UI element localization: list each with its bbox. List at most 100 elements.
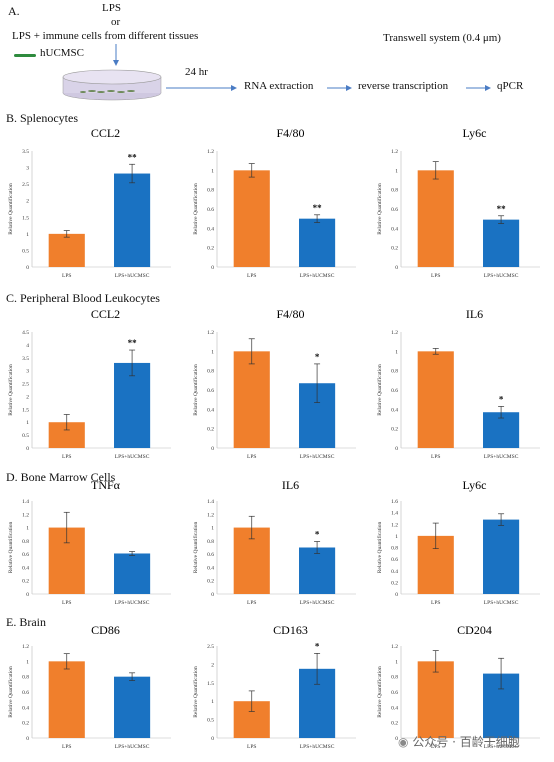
chart-0-sig-treated: ** [128,152,138,162]
chart-5-bar-lps [417,351,454,448]
chart-8-bar-treated [483,519,520,594]
chart-10-xtick-lps: LPS [247,744,256,750]
chart-3-ytick-6: 3 [26,369,29,375]
chart-2-ytick-4: 0.8 [391,188,398,194]
chart-3-sig-treated: ** [128,338,138,348]
chart-3-ytick-4: 2 [26,394,29,400]
chart-0-bar-treated [114,173,151,267]
chart-8-ytick-0: 0 [395,592,398,598]
chart-8-ytick-5: 1 [395,534,398,540]
chart-bm-ly6c: Ly6c 0 0.2 0.4 0.6 0.8 1 1.2 1.4 1.6 Relative Quan… [376,478,540,606]
chart-3-ytick-8: 4 [26,343,29,349]
chart-2-bar-treated [483,219,520,267]
chart-splenocytes-ly6c: Ly6c 0 0.2 0.4 0.6 0.8 1 1.2 Relative Quantifica… [376,126,540,279]
chart-bm-tnfa: TNFα 0 0.2 0.4 0.6 0.8 1 1.2 1.4 Relative Quantif… [7,478,171,606]
chart-1-ytick-5: 1 [211,168,214,174]
chart-11-ytick-3: 0.6 [391,690,398,696]
chart-6-ytick-3: 0.6 [22,552,29,558]
chart-7-bar-treated [299,547,336,594]
chart-6-ytick-1: 0.2 [22,579,29,585]
chart-5-ytick-0: 0 [395,446,398,452]
chart-11-ytick-1: 0.2 [391,721,398,727]
chart-7-ytick-7: 1.4 [207,499,214,505]
chart-pbl-il6: IL6 0 0.2 0.4 0.6 0.8 1 1.2 Relative Quantificat… [376,307,540,460]
chart-7-ytick-5: 1 [211,526,214,532]
chart-splenocytes-f480: F4/80 0 0.2 0.4 0.6 0.8 1 1.2 Relative Quantific… [192,126,356,279]
chart-6-bar-treated [114,553,151,594]
chart-2-ytick-5: 1 [395,168,398,174]
chart-1-bar-lps [233,170,270,267]
chart-9-bar-treated [114,676,151,738]
watermark-text: 公众号 · 百龄干细胞 [412,735,520,749]
chart-7-title: IL6 [282,478,299,492]
chart-11-ytick-5: 1 [395,659,398,665]
chart-0-ytick-2: 1 [26,232,29,238]
chart-9-ytick-4: 0.8 [22,675,29,681]
chart-7-ylabel: Relative Quantification [192,522,199,574]
chart-3-ytick-3: 1.5 [22,407,29,413]
chart-11-ytick-2: 0.4 [391,705,398,711]
chart-9-ytick-6: 1.2 [22,644,29,650]
chart-7-ytick-1: 0.2 [207,579,214,585]
chart-2-ylabel: Relative Quantification [376,183,383,235]
chart-0-ylabel: Relative Quantification [7,183,14,235]
chart-2-xtick-treated: LPS+hUCMSC [484,273,519,279]
chart-4-ytick-6: 1.2 [207,330,214,336]
chart-9-xtick-lps: LPS [62,744,71,750]
chart-10-ytick-1: 0.5 [207,718,214,724]
chart-8-ytick-6: 1.2 [391,522,398,528]
chart-2-xtick-lps: LPS [431,273,440,279]
chart-4-sig-treated: * [315,352,320,362]
chart-3-xtick-treated: LPS+hUCMSC [115,454,150,460]
chart-2-bar-lps [417,170,454,267]
chart-7-ytick-0: 0 [211,592,214,598]
chart-4-title: F4/80 [276,307,304,321]
chart-brain-cd86: CD86 0 0.2 0.4 0.6 0.8 1 1.2 Relative Quantifica… [7,623,171,750]
chart-9-xtick-treated: LPS+hUCMSC [115,744,150,750]
chart-brain-cd163: CD163 0 0.5 1 1.5 2 2.5 Relative Quantification… [192,623,356,750]
chart-5-xtick-lps: LPS [431,454,440,460]
chart-10-sig-treated: * [315,641,320,651]
section-label-d: D. Bone Marrow Cells [6,470,116,484]
chart-11-ytick-6: 1.2 [391,644,398,650]
chart-5-title: IL6 [466,307,483,321]
chart-5-ytick-4: 0.8 [391,369,398,375]
chart-7-ytick-6: 1.2 [207,512,214,518]
chart-1-xtick-lps: LPS [247,273,256,279]
chart-8-ytick-3: 0.6 [391,557,398,563]
chart-9-ytick-0: 0 [26,736,29,742]
chart-brain-cd204: CD204 0 0.2 0.4 0.6 0.8 1 1.2 Relative Quantific… [376,623,540,750]
chart-3-ytick-5: 2.5 [22,382,29,388]
chart-3-xtick-lps: LPS [62,454,71,460]
chart-11-ytick-4: 0.8 [391,675,398,681]
chart-4-ylabel: Relative Quantification [192,364,199,416]
chart-0-ytick-1: 0.5 [22,248,29,254]
chart-1-xtick-treated: LPS+hUCMSC [300,273,335,279]
chart-8-xtick-treated: LPS+hUCMSC [484,600,519,606]
chart-6-ytick-6: 1.2 [22,512,29,518]
chart-4-xtick-lps: LPS [247,454,256,460]
chart-11-bar-lps [417,661,454,738]
lps-immune-label: LPS + immune cells from different tissue… [12,30,199,42]
chart-pbl-ccl2: CCL2 0 0.5 1 1.5 2 2.5 3 3.5 4 4.5 Relative Quantif… [7,307,171,460]
chart-8-ytick-2: 0.4 [391,569,398,575]
section-label-b: B. Splenocytes [6,111,78,125]
chart-10-title: CD163 [273,623,308,637]
chart-3-ytick-0: 0 [26,446,29,452]
chart-11-xtick-treated: LPS+hUCMSC [484,744,519,750]
chart-0-bar-lps [48,233,85,267]
section-label-a: A. [8,4,20,18]
chart-11-ylabel: Relative Quantification [376,666,383,718]
chart-4-ytick-2: 0.4 [207,407,214,413]
chart-6-ytick-4: 0.8 [22,539,29,545]
hucmsc-cell-icon [14,54,36,57]
chart-10-ytick-2: 1 [211,699,214,705]
chart-10-xtick-treated: LPS+hUCMSC [300,744,335,750]
chart-8-ylabel: Relative Quantification [376,522,383,574]
chart-6-title: TNFα [91,478,121,492]
chart-6-ytick-0: 0 [26,592,29,598]
chart-1-ytick-0: 0 [211,265,214,271]
chart-1-ytick-2: 0.4 [207,226,214,232]
chart-6-ylabel: Relative Quantification [7,522,14,574]
chart-10-ytick-0: 0 [211,736,214,742]
